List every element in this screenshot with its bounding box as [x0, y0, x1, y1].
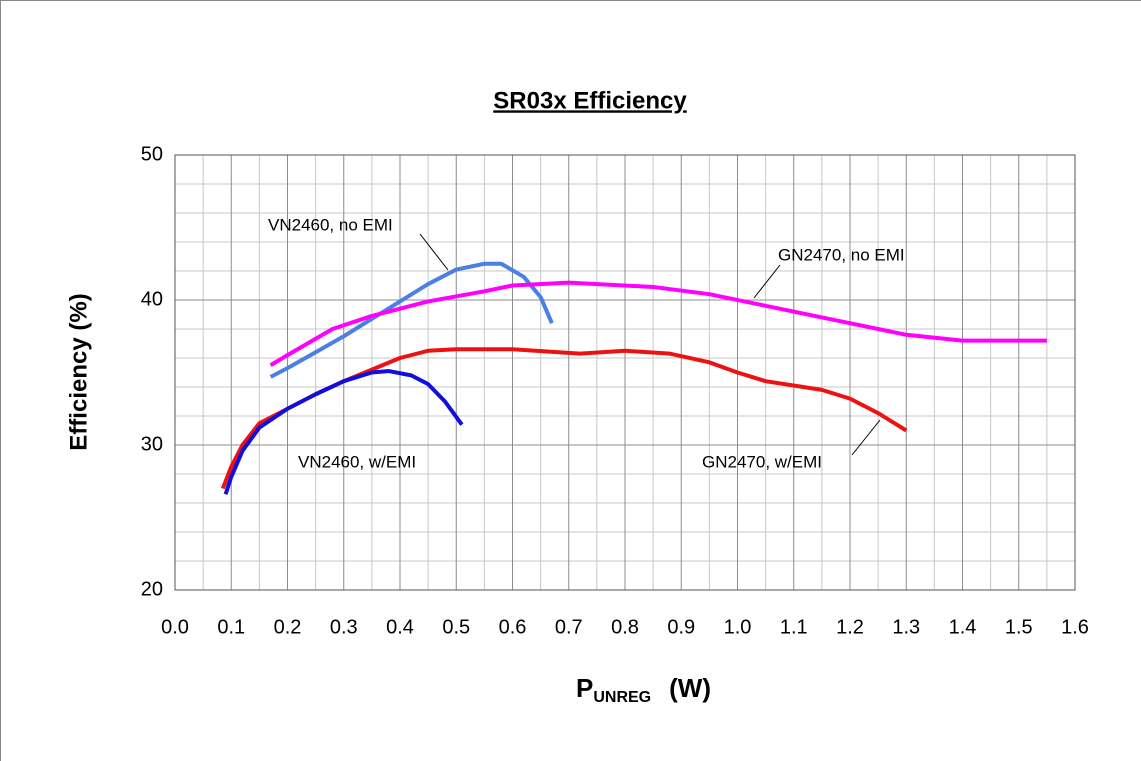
y-tick-label: 30 [141, 433, 163, 455]
x-tick-label: 1.4 [949, 616, 977, 638]
series-line [269, 280, 1047, 367]
y-axis-label: Efficiency (%) [65, 293, 92, 450]
annotation: GN2470, no EMI [778, 245, 905, 264]
x-axis-label: PUNREG (W) [576, 673, 711, 706]
x-tick-label: 0.7 [555, 616, 583, 638]
y-tick-label: 20 [141, 578, 163, 600]
x-tick-label: 0.6 [499, 616, 527, 638]
x-tick-label: 0.5 [442, 616, 470, 638]
x-tick-label: 0.2 [274, 616, 302, 638]
x-tick-label: 1.5 [1005, 616, 1033, 638]
x-tick-label: 1.6 [1061, 616, 1089, 638]
x-tick-label: 1.0 [724, 616, 752, 638]
x-axis-label-main: P [576, 673, 593, 703]
leader-line [753, 264, 781, 299]
annotation: VN2460, no EMI [268, 215, 393, 234]
x-tick-label: 0.9 [667, 616, 695, 638]
x-tick-label: 1.1 [780, 616, 808, 638]
leader-line [419, 233, 449, 271]
x-tick-label: 0.8 [611, 616, 639, 638]
x-axis-label-unit: (W) [669, 673, 711, 703]
chart-title: SR03x Efficiency [493, 87, 687, 114]
annotation: VN2460, w/EMI [298, 452, 416, 471]
series-line [223, 369, 464, 495]
leader-line [851, 419, 881, 456]
x-axis-label-sub: UNREG [593, 689, 651, 706]
x-tick-label: 0.1 [217, 616, 245, 638]
y-tick-label: 50 [141, 143, 163, 165]
series-line [269, 261, 554, 379]
plot-border [174, 154, 1076, 591]
y-tick-label: 40 [141, 288, 163, 310]
x-tick-label: 0.0 [161, 616, 189, 638]
annotation: GN2470, w/EMI [702, 452, 822, 471]
x-tick-label: 0.4 [386, 616, 414, 638]
x-tick-label: 1.3 [892, 616, 920, 638]
x-tick-label: 0.3 [330, 616, 358, 638]
x-tick-label: 1.2 [836, 616, 864, 638]
